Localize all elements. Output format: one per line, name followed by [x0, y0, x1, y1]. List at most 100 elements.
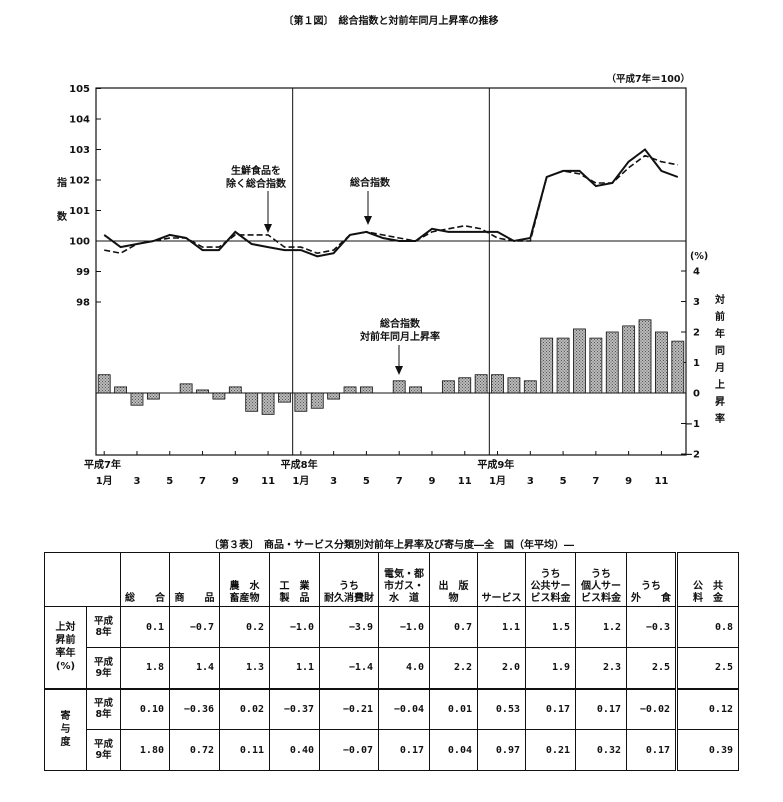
rate-bar [441, 380, 455, 394]
value-cell: −1.0 [378, 606, 430, 648]
value-cell: 0.17 [575, 687, 627, 730]
value-cell: 0.01 [429, 687, 478, 730]
value-cell: −0.04 [378, 687, 430, 730]
plot-frame [95, 87, 687, 456]
value-cell: 1.1 [477, 606, 526, 648]
table-title: 〔第３表〕 商品・サービス分類別対前年上昇率及び寄与度―全 国（年平均）― [209, 540, 574, 551]
unit-note: （平成7年＝100） [607, 73, 690, 85]
plot-area: 9899100101102103104105−2−101234(%)指数対前年同… [57, 84, 725, 487]
right-axis-label: 同 [715, 345, 725, 357]
x-tick-label: 7 [199, 476, 206, 487]
value-cell: −0.37 [269, 687, 320, 730]
value-cell: 2.5 [626, 647, 677, 689]
x-tick-label: 11 [261, 476, 275, 487]
rate-bar [671, 340, 685, 394]
value-cell: 0.32 [575, 729, 627, 771]
total-index-line [103, 148, 679, 258]
right-axis-label: 月 [714, 362, 725, 374]
x-tick-label: 11 [654, 476, 668, 487]
annotation-arrowhead [364, 216, 372, 225]
x-tick-label: 9 [428, 476, 435, 487]
left-tick-label: 101 [69, 206, 90, 217]
column-header: うち 個人サー ビス料金 [575, 552, 627, 607]
rate-bar [196, 389, 209, 394]
rate-bar [507, 377, 521, 394]
value-cell: 0.53 [477, 687, 526, 730]
value-cell: 1.2 [575, 606, 627, 648]
rate-bar [114, 386, 127, 394]
rate-bar [97, 374, 111, 394]
table-header-row: 総 合商 品農 水畜産物工 業製 品うち 耐久消費財 電気・都 市ガス・水 道出 版 … [44, 552, 739, 607]
value-cell: −0.21 [319, 687, 379, 730]
right-axis-label: 年 [715, 327, 725, 340]
rate-bar [638, 319, 652, 394]
value-cell: −1.0 [269, 606, 320, 648]
annotation-rate: 総合指数 [380, 317, 421, 330]
rate-bar [179, 383, 193, 394]
value-cell: 1.3 [219, 647, 270, 689]
column-header: うち 公共サー ビス料金 [525, 552, 576, 607]
left-tick-label: 100 [69, 237, 90, 248]
rate-bar [605, 331, 619, 394]
rate-bar [343, 386, 357, 394]
chart-figure: 〔第１図〕 総合指数と対前年同月上昇率の推移 （平成7年＝100） 98 9 9 10… [57, 14, 725, 487]
x-tick-label: 1月 [489, 475, 506, 487]
year-cell: 平成 9年 [86, 729, 121, 771]
core-index-line [104, 154, 678, 255]
left-axis-label: 数 [57, 210, 68, 223]
value-cell: 0.1 [120, 606, 170, 648]
annotation-rate: 対前年同月上昇率 [359, 330, 440, 343]
rate-bar [474, 374, 488, 394]
value-cell: 0.72 [169, 729, 220, 771]
table-row: 平成 9年 1.80 0.72 0.11 0.40 −0.07 0.17 0.04 0.97 0.2… [45, 729, 739, 771]
annotation-core-index: 生鮮食品を [231, 164, 281, 177]
value-cell: 0.2 [219, 606, 270, 648]
value-cell: 1.9 [525, 647, 576, 689]
value-cell: −0.7 [169, 606, 220, 648]
value-cell: 0.17 [378, 729, 430, 771]
x-tick-label: 1月 [96, 475, 113, 487]
right-axis-label: 率 [715, 412, 725, 425]
rate-bar [573, 328, 586, 394]
rate-bar [278, 392, 291, 403]
right-tick-label: 4 [693, 267, 700, 278]
x-tick-label: 11 [458, 476, 472, 487]
x-tick-label: 7 [592, 476, 599, 487]
value-cell: 0.04 [429, 729, 478, 771]
left-axis-label: 指 [57, 176, 67, 189]
column-header: 農 水畜産物 [219, 552, 270, 607]
left-tick-label: 98 [76, 298, 90, 309]
year-cell: 平成 9年 [86, 647, 121, 689]
value-cell: 0.8 [675, 606, 739, 648]
value-cell: 0.02 [219, 687, 270, 730]
right-axis-label: 昇 [715, 396, 725, 408]
rate-bar [360, 386, 373, 394]
x-tick-label: 7 [396, 476, 403, 487]
value-cell: 2.2 [429, 647, 478, 689]
value-cell: 0.17 [626, 729, 677, 771]
value-cell: −1.4 [319, 647, 379, 689]
rate-bar [622, 325, 636, 394]
rate-bar [392, 380, 406, 394]
rate-bar [146, 392, 160, 400]
right-tick-label: −1 [685, 419, 700, 430]
x-tick-label: 9 [625, 476, 632, 487]
left-tick-label: 103 [69, 145, 90, 156]
x-tick-label: 3 [527, 476, 534, 487]
column-header: 工 業製 品 [269, 552, 320, 607]
value-cell: 1.1 [269, 647, 320, 689]
annotation-core-index: 除く総合指数 [226, 177, 287, 190]
figure-title: 〔第１図〕 総合指数と対前年同月上昇率の推移 [284, 14, 499, 27]
year-cell: 平成 8年 [86, 606, 121, 648]
value-cell: 4.0 [378, 647, 430, 689]
annotation-total-index: 総合指数 [350, 176, 391, 189]
value-cell: −0.36 [169, 687, 220, 730]
value-cell: 0.39 [675, 729, 739, 771]
rate-bar [327, 392, 341, 400]
row-group-label: 上対 昇前 率年 (%) [44, 606, 87, 689]
rate-bar [261, 392, 275, 415]
left-tick-label: 102 [69, 176, 90, 187]
x-tick-label: 5 [166, 476, 173, 487]
rate-bar [245, 392, 259, 412]
x-tick-label: 5 [560, 476, 567, 487]
